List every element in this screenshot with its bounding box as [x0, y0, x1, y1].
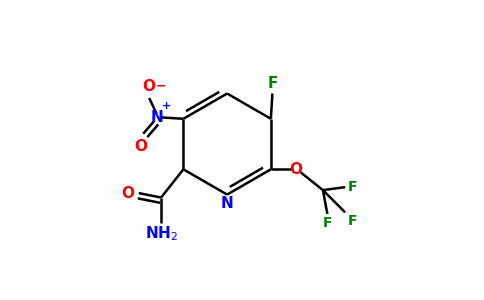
Text: F: F — [348, 214, 357, 228]
Text: N: N — [221, 196, 233, 211]
Text: O: O — [121, 186, 135, 201]
Text: O: O — [289, 162, 302, 177]
Text: F: F — [323, 216, 332, 230]
Text: F: F — [267, 76, 277, 91]
Text: NH$_2$: NH$_2$ — [145, 224, 178, 243]
Text: N: N — [150, 110, 163, 125]
Text: O: O — [143, 79, 156, 94]
Text: F: F — [348, 180, 357, 194]
Text: O: O — [134, 139, 147, 154]
Text: −: − — [156, 80, 166, 93]
Text: +: + — [162, 101, 171, 111]
